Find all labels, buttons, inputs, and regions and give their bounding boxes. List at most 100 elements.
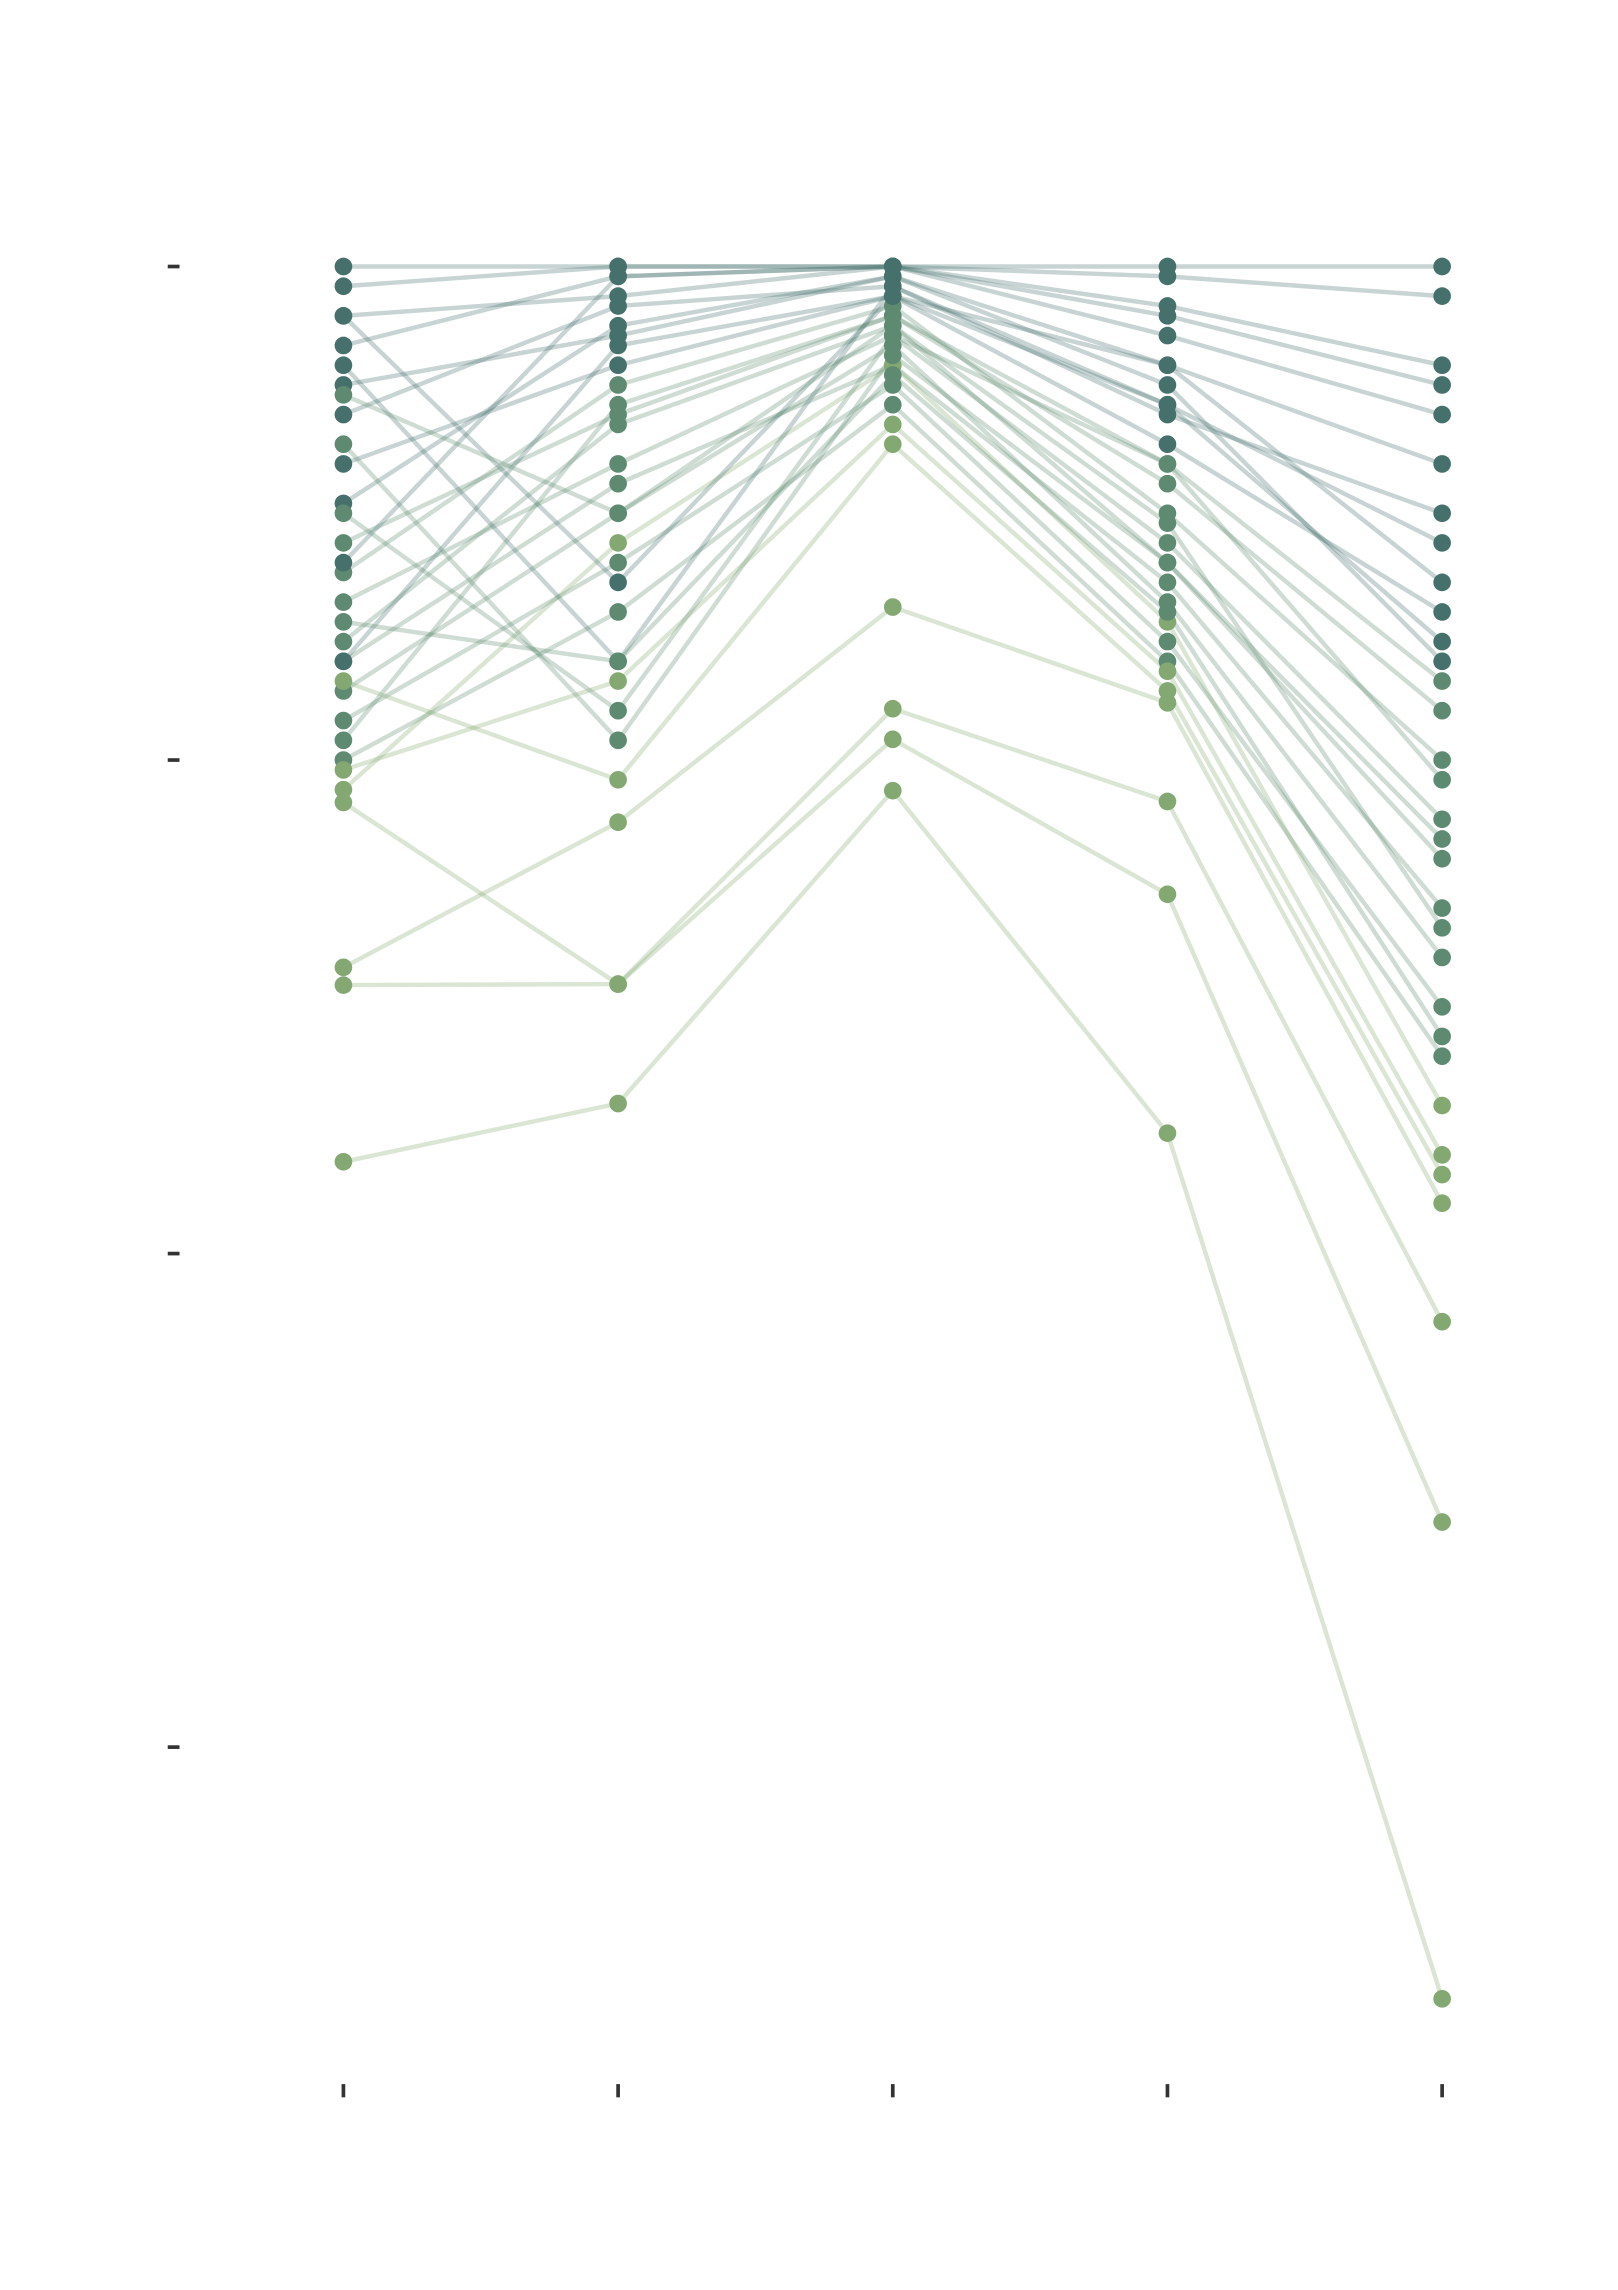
- point: [609, 316, 627, 335]
- point: [1158, 553, 1177, 572]
- point: [609, 455, 627, 473]
- point: [1433, 257, 1451, 276]
- point: [609, 336, 627, 355]
- point: [1158, 514, 1177, 532]
- point: [1433, 997, 1451, 1016]
- point: [334, 672, 353, 690]
- point: [1433, 1096, 1451, 1115]
- point: [1433, 830, 1451, 848]
- point: [883, 316, 902, 335]
- point: [1158, 632, 1177, 651]
- series-line: [342, 401, 1444, 1058]
- point: [1158, 326, 1177, 345]
- point: [609, 297, 627, 315]
- point: [1433, 1047, 1451, 1065]
- point: [883, 730, 902, 749]
- point: [609, 415, 627, 434]
- point: [883, 699, 902, 718]
- lines: [341, 264, 1445, 2000]
- point: [609, 504, 627, 523]
- point: [1433, 948, 1451, 967]
- point: [1433, 1165, 1451, 1184]
- point: [609, 672, 627, 690]
- point: [334, 731, 353, 750]
- point: [1433, 1989, 1451, 2008]
- point: [609, 553, 627, 572]
- point: [1433, 376, 1451, 394]
- point: [1158, 792, 1177, 811]
- point: [609, 376, 627, 394]
- point: [1433, 919, 1451, 937]
- point: [609, 573, 627, 592]
- point: [883, 257, 902, 276]
- point: [1433, 849, 1451, 868]
- point: [334, 307, 353, 325]
- point: [1158, 573, 1177, 592]
- point: [1158, 435, 1177, 454]
- point: [1433, 770, 1451, 789]
- point: [334, 405, 353, 424]
- point: [609, 813, 627, 832]
- point: [334, 504, 353, 523]
- point: [609, 652, 627, 671]
- point: [609, 474, 627, 493]
- point: [334, 277, 353, 296]
- point: [609, 731, 627, 750]
- point: [1158, 603, 1177, 621]
- point: [334, 336, 353, 355]
- point: [1433, 405, 1451, 424]
- point: [1433, 751, 1451, 769]
- point: [1158, 693, 1177, 712]
- point: [334, 761, 353, 779]
- point: [1433, 356, 1451, 375]
- point: [334, 534, 353, 552]
- point: [334, 257, 353, 276]
- points: [334, 257, 1451, 2008]
- point: [1433, 287, 1451, 305]
- point: [1433, 1194, 1451, 1213]
- point: [1433, 899, 1451, 917]
- point: [334, 435, 353, 454]
- point: [334, 1152, 353, 1171]
- point: [1158, 267, 1177, 286]
- point: [1433, 1027, 1451, 1046]
- point: [1158, 662, 1177, 681]
- point: [609, 975, 627, 993]
- point: [883, 415, 902, 434]
- point: [1158, 885, 1177, 904]
- point: [883, 366, 902, 384]
- point: [1433, 1513, 1451, 1531]
- point: [334, 711, 353, 730]
- point: [609, 770, 627, 789]
- point: [334, 780, 353, 799]
- point: [883, 346, 902, 365]
- point: [334, 958, 353, 977]
- point: [1433, 603, 1451, 621]
- point: [1158, 1124, 1177, 1142]
- point: [609, 1094, 627, 1113]
- point: [334, 976, 353, 994]
- point: [1158, 307, 1177, 325]
- point: [609, 356, 627, 375]
- point: [1158, 455, 1177, 473]
- point: [334, 793, 353, 812]
- series-line: [343, 736, 1445, 1523]
- point: [883, 395, 902, 414]
- point: [609, 395, 627, 414]
- point: [1433, 534, 1451, 552]
- point: [1433, 672, 1451, 690]
- series-line: [342, 604, 1445, 1205]
- point: [883, 598, 902, 616]
- point: [1158, 356, 1177, 375]
- point: [1433, 504, 1451, 523]
- point: [1433, 652, 1451, 671]
- point: [334, 455, 353, 473]
- point: [1433, 1146, 1451, 1164]
- point: [334, 593, 353, 611]
- point: [334, 553, 353, 572]
- point: [334, 613, 353, 631]
- point: [1158, 376, 1177, 394]
- point: [883, 781, 902, 800]
